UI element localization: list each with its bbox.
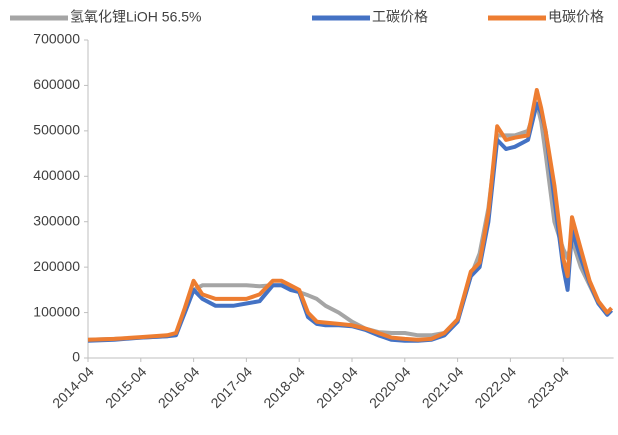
- x-tick-label: 2023-04: [524, 363, 572, 411]
- y-tick-label: 500000: [33, 122, 80, 138]
- x-tick-label: 2018-04: [260, 363, 308, 411]
- x-tick-label: 2021-04: [419, 363, 467, 411]
- x-tick-label: 2020-04: [366, 363, 414, 411]
- y-tick-label: 0: [72, 349, 80, 365]
- y-tick-label: 600000: [33, 76, 80, 92]
- x-tick-label: 2017-04: [207, 363, 255, 411]
- x-tick-label: 2019-04: [313, 363, 361, 411]
- x-tick-label: 2016-04: [155, 363, 203, 411]
- y-tick-label: 100000: [33, 303, 80, 319]
- legend-label: 电碳价格: [548, 9, 604, 25]
- legend-label: 工碳价格: [372, 9, 428, 25]
- series-line: [87, 101, 613, 342]
- legend-label: 氢氧化锂LiOH 56.5%: [70, 9, 201, 25]
- x-tick-label: 2015-04: [102, 363, 150, 411]
- x-tick-label: 2014-04: [49, 363, 97, 411]
- y-tick-label: 700000: [33, 31, 80, 47]
- x-tick-label: 2022-04: [471, 363, 519, 411]
- series-line: [87, 88, 614, 342]
- series-line: [87, 101, 614, 343]
- y-tick-label: 300000: [33, 212, 80, 228]
- y-tick-label: 200000: [33, 258, 80, 274]
- y-tick-label: 400000: [33, 167, 80, 183]
